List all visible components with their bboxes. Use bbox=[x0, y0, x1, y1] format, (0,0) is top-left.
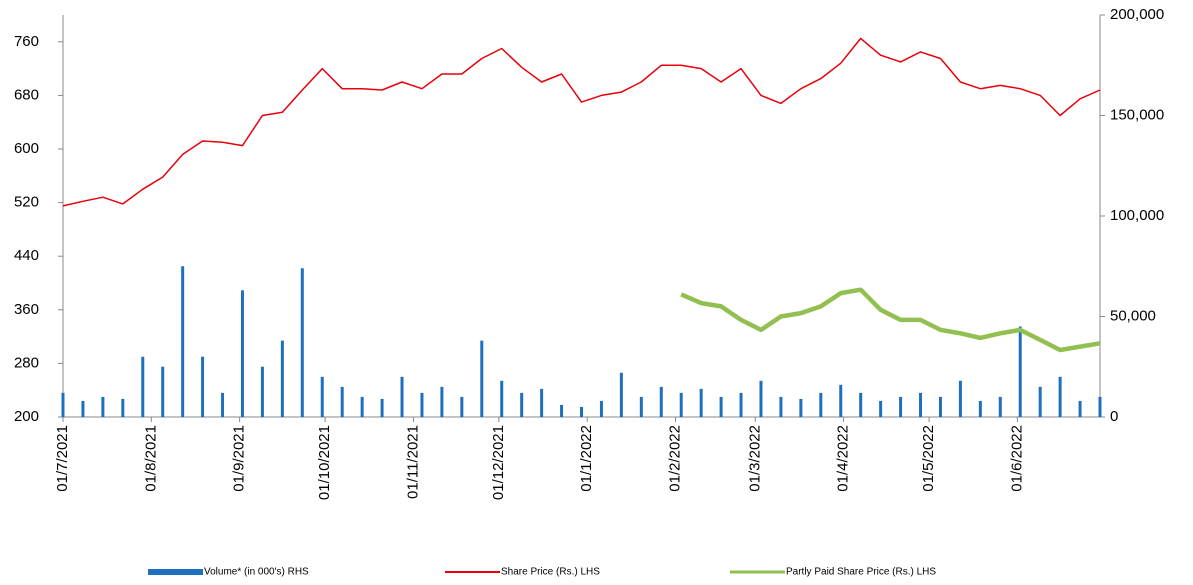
y2-tick-label: 200,000 bbox=[1110, 6, 1164, 23]
x-tick-label: 01/7/2021 bbox=[54, 425, 71, 492]
volume-bar bbox=[938, 396, 942, 417]
volume-bar bbox=[320, 376, 324, 417]
volume-bar bbox=[380, 398, 384, 417]
volume-bar bbox=[240, 290, 244, 417]
volume-bar bbox=[360, 396, 364, 417]
volume-bar bbox=[161, 366, 165, 417]
volume-bar bbox=[280, 340, 284, 417]
volume-bar bbox=[859, 392, 863, 417]
volume-bar bbox=[260, 366, 264, 417]
volume-bar bbox=[81, 400, 85, 417]
y-tick-label: 600 bbox=[14, 140, 39, 157]
x-tick-label: 01/1/2022 bbox=[578, 425, 595, 492]
volume-bar bbox=[340, 386, 344, 417]
y-tick-label: 520 bbox=[14, 194, 39, 211]
volume-bar bbox=[879, 400, 883, 417]
volume-bar bbox=[958, 380, 962, 417]
y-tick-label: 440 bbox=[14, 247, 39, 264]
volume-bar bbox=[679, 392, 683, 417]
volume-bar bbox=[719, 396, 723, 417]
legend-swatch bbox=[148, 569, 203, 575]
x-tick-label: 01/12/2021 bbox=[490, 425, 507, 500]
volume-bar bbox=[221, 392, 225, 417]
volume-bar bbox=[978, 400, 982, 417]
volume-bar bbox=[919, 392, 923, 417]
x-tick-label: 01/5/2022 bbox=[920, 425, 937, 492]
volume-bar bbox=[201, 356, 205, 417]
volume-bar bbox=[101, 396, 105, 417]
volume-bar bbox=[540, 388, 544, 417]
volume-bar bbox=[799, 398, 803, 417]
volume-bar bbox=[440, 386, 444, 417]
x-tick-label: 01/3/2022 bbox=[746, 425, 763, 492]
volume-bar bbox=[1038, 386, 1042, 417]
x-tick-label: 01/9/2021 bbox=[231, 425, 248, 492]
volume-bar bbox=[899, 396, 903, 417]
x-tick-label: 01/4/2022 bbox=[835, 425, 852, 492]
y-tick-label: 760 bbox=[14, 33, 39, 50]
legend-label: Share Price (Rs.) LHS bbox=[501, 567, 600, 578]
volume-bar bbox=[759, 380, 763, 417]
volume-bar bbox=[739, 392, 743, 417]
volume-bar bbox=[1078, 400, 1082, 417]
volume-bar bbox=[141, 356, 145, 417]
price-line bbox=[62, 37, 1101, 207]
x-tick-label: 01/10/2021 bbox=[316, 425, 333, 500]
volume-bar bbox=[1018, 326, 1022, 417]
price-line bbox=[680, 287, 1101, 353]
volume-bar bbox=[480, 340, 484, 417]
volume-bar bbox=[181, 266, 185, 417]
y2-tick-label: 0 bbox=[1110, 408, 1118, 425]
volume-bar bbox=[121, 398, 125, 417]
volume-bar bbox=[998, 396, 1002, 417]
legend-label: Volume* (in 000's) RHS bbox=[204, 567, 309, 578]
x-tick-label: 01/6/2022 bbox=[1008, 425, 1025, 492]
y2-tick-label: 100,000 bbox=[1110, 207, 1164, 224]
y-tick-label: 280 bbox=[14, 354, 39, 371]
volume-bar bbox=[420, 392, 424, 417]
volume-bar bbox=[619, 372, 623, 417]
volume-bar bbox=[580, 406, 583, 417]
volume-bar bbox=[400, 376, 404, 417]
volume-bar bbox=[639, 396, 643, 417]
volume-bar bbox=[61, 392, 65, 417]
y2-tick-label: 50,000 bbox=[1110, 307, 1156, 324]
volume-bar bbox=[779, 396, 783, 417]
legend-label: Partly Paid Share Price (Rs.) LHS bbox=[786, 567, 936, 578]
volume-bar bbox=[819, 392, 823, 417]
volume-bar bbox=[699, 388, 703, 417]
y-tick-label: 680 bbox=[14, 86, 39, 103]
x-tick-label: 01/8/2021 bbox=[142, 425, 159, 492]
volume-bar bbox=[300, 268, 304, 417]
volume-bar bbox=[460, 396, 464, 417]
volume-bar bbox=[599, 400, 603, 417]
volume-bar bbox=[520, 392, 524, 417]
volume-bar bbox=[1098, 396, 1102, 417]
volume-bar bbox=[1058, 376, 1062, 417]
volume-bar bbox=[839, 384, 843, 417]
volume-bar bbox=[500, 380, 504, 417]
y-tick-label: 360 bbox=[14, 301, 39, 318]
volume-bar bbox=[659, 386, 663, 417]
volume-bar bbox=[560, 404, 564, 417]
x-tick-label: 01/11/2021 bbox=[404, 425, 421, 499]
y-tick-label: 200 bbox=[14, 408, 39, 425]
x-tick-label: 01/2/2022 bbox=[666, 425, 683, 492]
y2-tick-label: 150,000 bbox=[1110, 106, 1164, 123]
